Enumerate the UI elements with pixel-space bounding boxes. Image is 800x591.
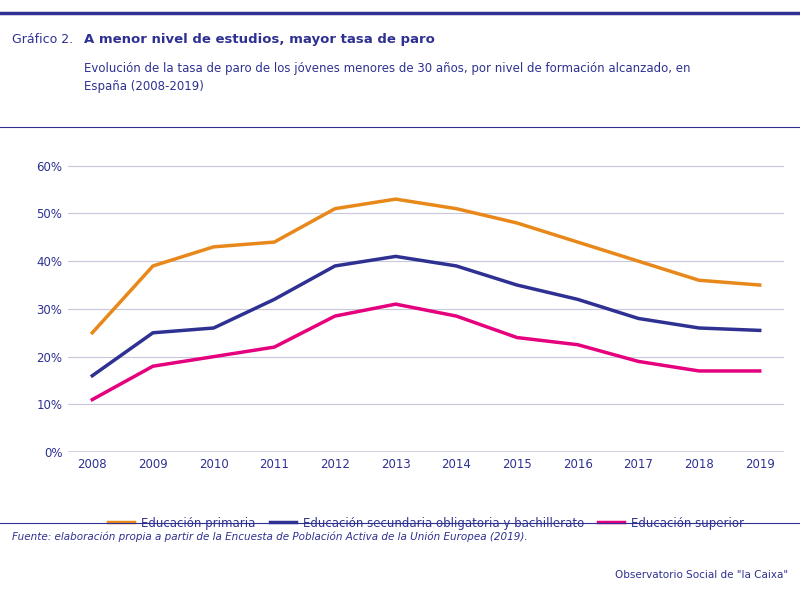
Text: A menor nivel de estudios, mayor tasa de paro: A menor nivel de estudios, mayor tasa de… (84, 33, 435, 46)
Legend: Educación primaria, Educación secundaria obligatoria y bachillerato, Educación s: Educación primaria, Educación secundaria… (103, 512, 749, 535)
Text: Observatorio Social de "la Caixa": Observatorio Social de "la Caixa" (615, 570, 788, 580)
Text: Fuente: elaboración propia a partir de la Encuesta de Población Activa de la Uni: Fuente: elaboración propia a partir de l… (12, 532, 528, 543)
Text: Evolución de la tasa de paro de los jóvenes menores de 30 años, por nivel de for: Evolución de la tasa de paro de los jóve… (84, 62, 690, 93)
Text: Gráfico 2.: Gráfico 2. (12, 33, 73, 46)
